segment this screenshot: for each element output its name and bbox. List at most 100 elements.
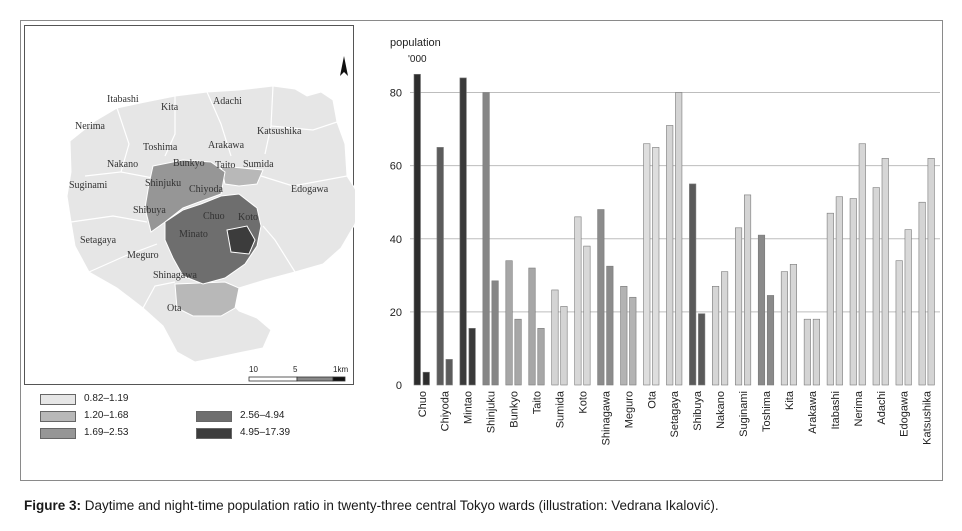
ward-label-chiyoda: Chiyoda	[189, 184, 223, 195]
ward-label-adachi: Adachi	[213, 96, 242, 107]
legend-swatch-1	[40, 394, 76, 405]
x-tick-label-chiyoda: Chiyoda	[440, 390, 452, 431]
x-tick-label-shinjuku: Shinjuku	[486, 391, 498, 433]
ward-label-taito: Taito	[215, 160, 235, 171]
ward-label-edogawa: Edogawa	[291, 184, 329, 195]
bar-edogawa-nighttime	[904, 229, 912, 386]
ward-label-itabashi: Itabashi	[107, 94, 139, 105]
map-svg: Itabashi Kita Adachi Nerima Katsushika Toshim…	[66, 56, 355, 382]
ward-label-shinjuku: Shinjuku	[145, 178, 181, 189]
y-axis-label: population	[390, 37, 441, 49]
legend-label-5: 4.95–17.39	[240, 427, 291, 438]
bar-bunkyo-daytime	[505, 260, 513, 386]
ward-region-mid-2	[220, 165, 264, 187]
bar-chiyoda-nighttime	[445, 359, 453, 386]
x-tick-label-adachi: Adachi	[876, 391, 888, 425]
ward-label-arakawa: Arakawa	[208, 140, 245, 151]
x-tick-label-nakano: Nakano	[715, 391, 727, 429]
x-tick-label-mintao: Mintao	[463, 391, 475, 424]
ward-label-suginami: Suginami	[69, 180, 108, 191]
x-tick-label-sumida: Sumida	[554, 390, 566, 428]
y-tick-label-0: 0	[396, 380, 402, 392]
bar-shibuya-nighttime	[698, 313, 706, 386]
x-tick-label-edogawa: Edogawa	[899, 390, 911, 437]
bar-kita-nighttime	[789, 264, 798, 386]
x-tick-label-arakawa: Arakawa	[807, 390, 819, 434]
bar-suginami-daytime	[734, 227, 743, 386]
ward-label-minato: Minato	[179, 229, 208, 240]
bar-ota-nighttime	[652, 147, 660, 386]
bar-kita-daytime	[780, 271, 789, 386]
legend-swatch-4	[196, 411, 232, 422]
scale-label-left: 10	[249, 365, 258, 374]
bar-sumida-nighttime	[560, 306, 568, 386]
bar-shibuya-daytime	[689, 183, 697, 386]
bar-suginami-nighttime	[743, 194, 752, 386]
ward-label-nakano: Nakano	[107, 159, 138, 170]
bar-shinjuku-nighttime	[491, 280, 499, 386]
bar-katsushika-daytime	[918, 201, 926, 386]
x-tick-label-chuo: Chuo	[417, 391, 429, 417]
bar-sumida-daytime	[551, 289, 559, 386]
bar-nakano-daytime	[712, 285, 720, 386]
legend-label-2: 1.20–1.68	[84, 410, 129, 421]
scale-label-right: 1km	[333, 365, 348, 374]
x-tick-label-taito: Taito	[532, 391, 544, 414]
caption-prefix: Figure 3:	[24, 498, 82, 513]
ward-region-mid	[174, 281, 240, 317]
bar-shinjuku-daytime	[482, 92, 490, 386]
ward-label-setagaya: Setagaya	[80, 235, 117, 246]
x-tick-label-ota: Ota	[646, 390, 658, 409]
x-tick-label-kita: Kita	[784, 390, 796, 410]
north-arrow-icon	[340, 56, 348, 76]
bar-adachi-nighttime	[881, 158, 889, 386]
bar-chuo-daytime	[413, 73, 421, 386]
x-tick-label-shinagawa: Shinagawa	[600, 390, 612, 445]
bar-itabashi-daytime	[826, 212, 834, 386]
ward-label-kita: Kita	[161, 102, 179, 113]
bar-setagaya-nighttime	[675, 92, 683, 386]
ward-label-bunkyo: Bunkyo	[173, 158, 205, 169]
legend-label-3: 1.69–2.53	[84, 427, 129, 438]
x-tick-label-shibuya: Shibuya	[692, 390, 704, 431]
y-tick-label-20: 20	[390, 307, 402, 319]
ward-label-nerima: Nerima	[75, 121, 106, 132]
caption-text: Daytime and night-time population ratio …	[81, 498, 719, 513]
x-tick-label-bunkyo: Bunkyo	[509, 391, 521, 428]
ward-region-very-high	[164, 193, 262, 285]
bar-setagaya-daytime	[666, 125, 674, 386]
bar-ota-daytime	[643, 143, 651, 386]
y-tick-label-40: 40	[390, 234, 402, 246]
bar-edogawa-daytime	[895, 260, 903, 386]
x-tick-label-setagaya: Setagaya	[669, 390, 681, 437]
x-tick-label-katsushika: Katsushika	[922, 390, 934, 445]
bar-katsushika-nighttime	[927, 158, 935, 386]
ward-label-sumida: Sumida	[243, 159, 274, 170]
bar-meguro-nighttime	[629, 296, 637, 386]
ward-region-high	[144, 159, 226, 233]
bar-toshima-daytime	[757, 234, 766, 386]
bar-taito-nighttime	[537, 328, 545, 386]
bar-nakano-nighttime	[721, 271, 729, 386]
ward-labels: Itabashi Kita Adachi Nerima Katsushika Toshim…	[69, 94, 329, 314]
x-tick-label-suginami: Suginami	[738, 391, 750, 437]
bar-arakawa-daytime	[803, 318, 811, 386]
ward-label-toshima: Toshima	[143, 142, 178, 153]
ward-label-shibuya: Shibuya	[133, 205, 166, 216]
bar-nerima-daytime	[849, 198, 857, 386]
bar-mintao-daytime	[459, 77, 467, 386]
ward-label-koto: Koto	[238, 212, 258, 223]
bar-toshima-nighttime	[766, 295, 775, 386]
bar-taito-daytime	[528, 267, 536, 386]
legend-swatch-3	[40, 428, 76, 439]
y-tick-label-60: 60	[390, 161, 402, 173]
ward-label-katsushika: Katsushika	[257, 126, 302, 137]
y-tick-label-80: 80	[390, 88, 402, 100]
legend-swatch-5	[196, 428, 232, 439]
bar-meguro-daytime	[620, 285, 628, 386]
bar-chuo-nighttime	[422, 371, 430, 386]
bar-mintao-nighttime	[468, 328, 476, 386]
legend-label-4: 2.56–4.94	[240, 410, 285, 421]
ward-label-meguro: Meguro	[127, 250, 159, 261]
map-legend: 0.82–1.19 1.20–1.68 1.69–2.53 2.56–4.94 …	[26, 393, 356, 453]
